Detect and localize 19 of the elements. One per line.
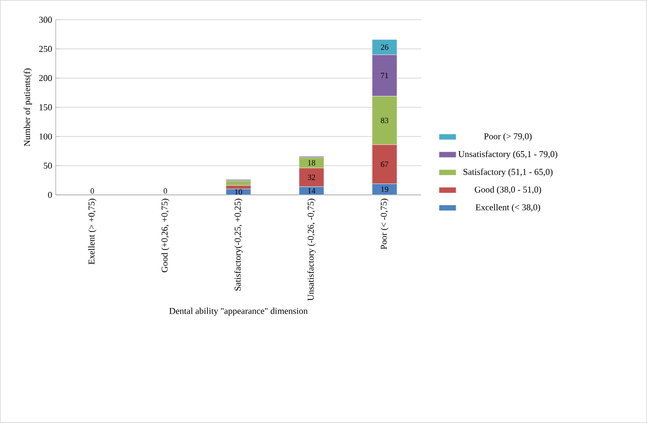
x-tick-label: Satisfactory(-0,25, +0,25)	[234, 198, 243, 291]
text: Poor (> 79,0)	[484, 133, 532, 142]
legend-label: Excellent (< 38,0)	[476, 204, 540, 212]
y-tick-label: 250	[39, 46, 52, 52]
legend-label: Satisfactory (51,1 - 65,0)	[464, 168, 553, 177]
y-axis-title: Number of patients(f)	[24, 68, 32, 146]
y-tick-label: 200	[39, 75, 52, 82]
y-tick-label: 150	[40, 104, 52, 110]
legend-label: Good (38,0 - 51,0)	[474, 186, 542, 195]
x-tick-label: Good (+0,26, +0,75)	[161, 198, 170, 272]
x-tick-label: Exellent (> +0,75)	[88, 198, 96, 264]
x-axis-title: Dental ability "appearance" dimension	[169, 308, 308, 316]
y-tick-label: 50	[44, 162, 52, 169]
y-tick-label: 300	[39, 16, 52, 23]
legend-label: Unsatisfactory (65,1 - 79,0)	[458, 150, 558, 160]
x-tick-label: Unsatisfactory (-0,26, -0,75)	[307, 198, 316, 301]
y-tick-label: 0	[48, 192, 52, 198]
y-tick-label: 100	[40, 134, 52, 140]
x-tick-label: Poor (< -0,75)	[380, 198, 389, 250]
